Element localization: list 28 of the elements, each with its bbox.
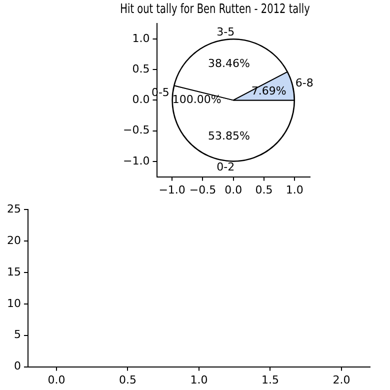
- y-tick-label: 15: [6, 265, 21, 278]
- y-tick-label: 0.5: [132, 62, 150, 76]
- text: 100.00%: [172, 93, 222, 106]
- data-label: 53.85%: [208, 129, 250, 142]
- x-tick-label: 0.0: [224, 183, 242, 196]
- y-tick-label: 10: [6, 296, 21, 310]
- y-tick-label: 20: [6, 234, 21, 247]
- y-tick-label: 25: [6, 202, 21, 216]
- data-label: 38.46%: [208, 56, 250, 70]
- y-tick-label: −1.0: [123, 154, 150, 168]
- slice-label: 3-5: [216, 25, 235, 38]
- x-tick-label: −0.5: [189, 183, 216, 196]
- y-tick-label: −0.5: [123, 124, 150, 137]
- x-tick-label: −1.0: [158, 183, 186, 196]
- x-tick-label: 1.0: [286, 183, 304, 196]
- x-tick-label: 0.5: [255, 183, 273, 196]
- x-tick-label: 1.5: [262, 373, 279, 386]
- slice-label: 0-2: [216, 160, 235, 174]
- x-tick-label: 2.0: [332, 373, 350, 386]
- x-tick-label: 0.0: [48, 373, 66, 386]
- chart-title: Hit out tally for Ben Rutten - 2012 tally: [120, 0, 310, 17]
- x-tick-label: 1.0: [190, 373, 208, 386]
- y-tick-label: 1.0: [132, 32, 150, 45]
- slice-label: 6-8: [295, 76, 314, 90]
- data-label: 7.69%: [251, 84, 286, 98]
- y-tick-label: 5: [14, 328, 21, 342]
- y-tick-label: 0.0: [132, 93, 150, 106]
- y-tick-label: 0: [14, 360, 21, 373]
